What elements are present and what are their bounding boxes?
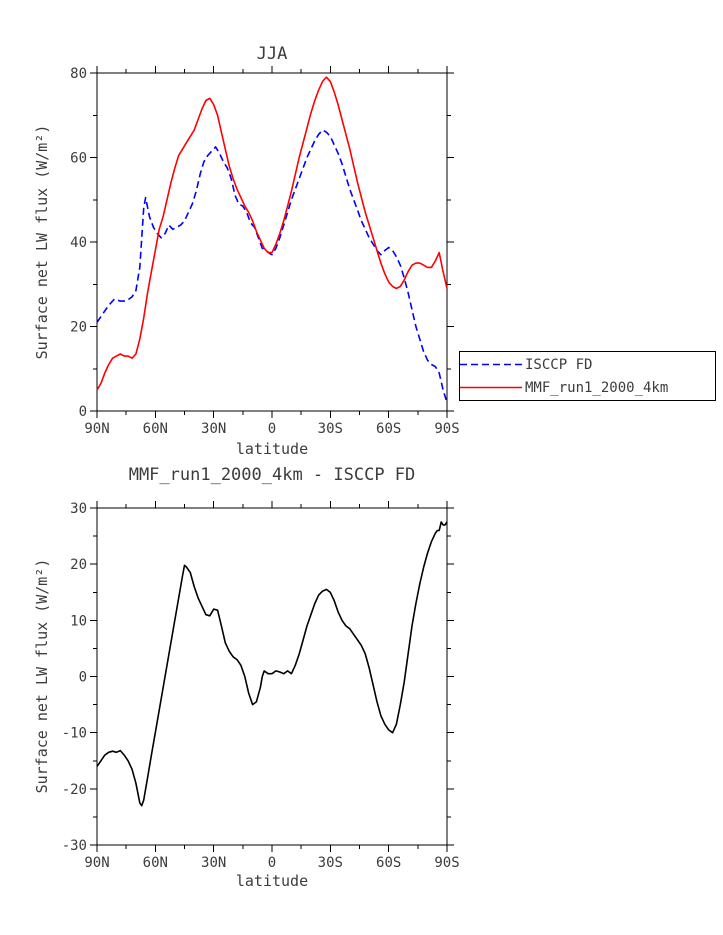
legend-entry-mmf: MMF_run1_2000_4km	[460, 376, 715, 399]
legend-entry-isccp: ISCCP FD	[460, 353, 715, 376]
svg-text:90S: 90S	[434, 421, 459, 437]
legend-label-mmf: MMF_run1_2000_4km	[525, 379, 669, 396]
svg-text:30S: 30S	[318, 855, 343, 871]
svg-text:0: 0	[79, 670, 87, 686]
svg-text:0: 0	[268, 855, 276, 871]
top-chart-title: JJA	[256, 44, 288, 64]
svg-text:20: 20	[70, 557, 87, 573]
svg-text:20: 20	[70, 320, 87, 336]
top-chart-x-axis-label: latitude	[235, 440, 309, 458]
svg-text:30: 30	[70, 501, 87, 517]
svg-text:-30: -30	[62, 838, 87, 854]
svg-text:0: 0	[268, 421, 276, 437]
svg-text:90S: 90S	[434, 855, 459, 871]
legend-label-isccp: ISCCP FD	[525, 356, 593, 373]
svg-text:10: 10	[70, 613, 87, 629]
svg-text:60S: 60S	[376, 421, 401, 437]
svg-text:-20: -20	[62, 782, 87, 798]
svg-text:60N: 60N	[143, 855, 168, 871]
top-chart-plot: 90N 60N 30N 0 30S 60S 90S 0 20 40 60 80	[70, 66, 460, 437]
svg-text:60: 60	[70, 151, 87, 167]
svg-text:30N: 30N	[201, 421, 226, 437]
dashed-line-sample-icon	[460, 363, 522, 366]
svg-text:90N: 90N	[84, 421, 109, 437]
svg-text:0: 0	[79, 404, 87, 420]
svg-text:90N: 90N	[84, 855, 109, 871]
legend-box: ISCCP FD MMF_run1_2000_4km	[459, 351, 716, 401]
svg-text:40: 40	[70, 235, 87, 251]
svg-text:60S: 60S	[376, 855, 401, 871]
bottom-chart-x-axis-label: latitude	[235, 872, 309, 890]
bottom-chart-plot: 90N 60N 30N 0 30S 60S 90S -30 -20 -10 0 10 20 30	[62, 501, 460, 871]
solid-line-sample-icon	[460, 386, 522, 389]
svg-text:30S: 30S	[318, 421, 343, 437]
svg-text:80: 80	[70, 66, 87, 82]
svg-text:30N: 30N	[201, 855, 226, 871]
bottom-chart-title: MMF_run1_2000_4km - ISCCP FD	[128, 465, 416, 485]
svg-text:60N: 60N	[143, 421, 168, 437]
svg-text:-10: -10	[62, 726, 87, 742]
